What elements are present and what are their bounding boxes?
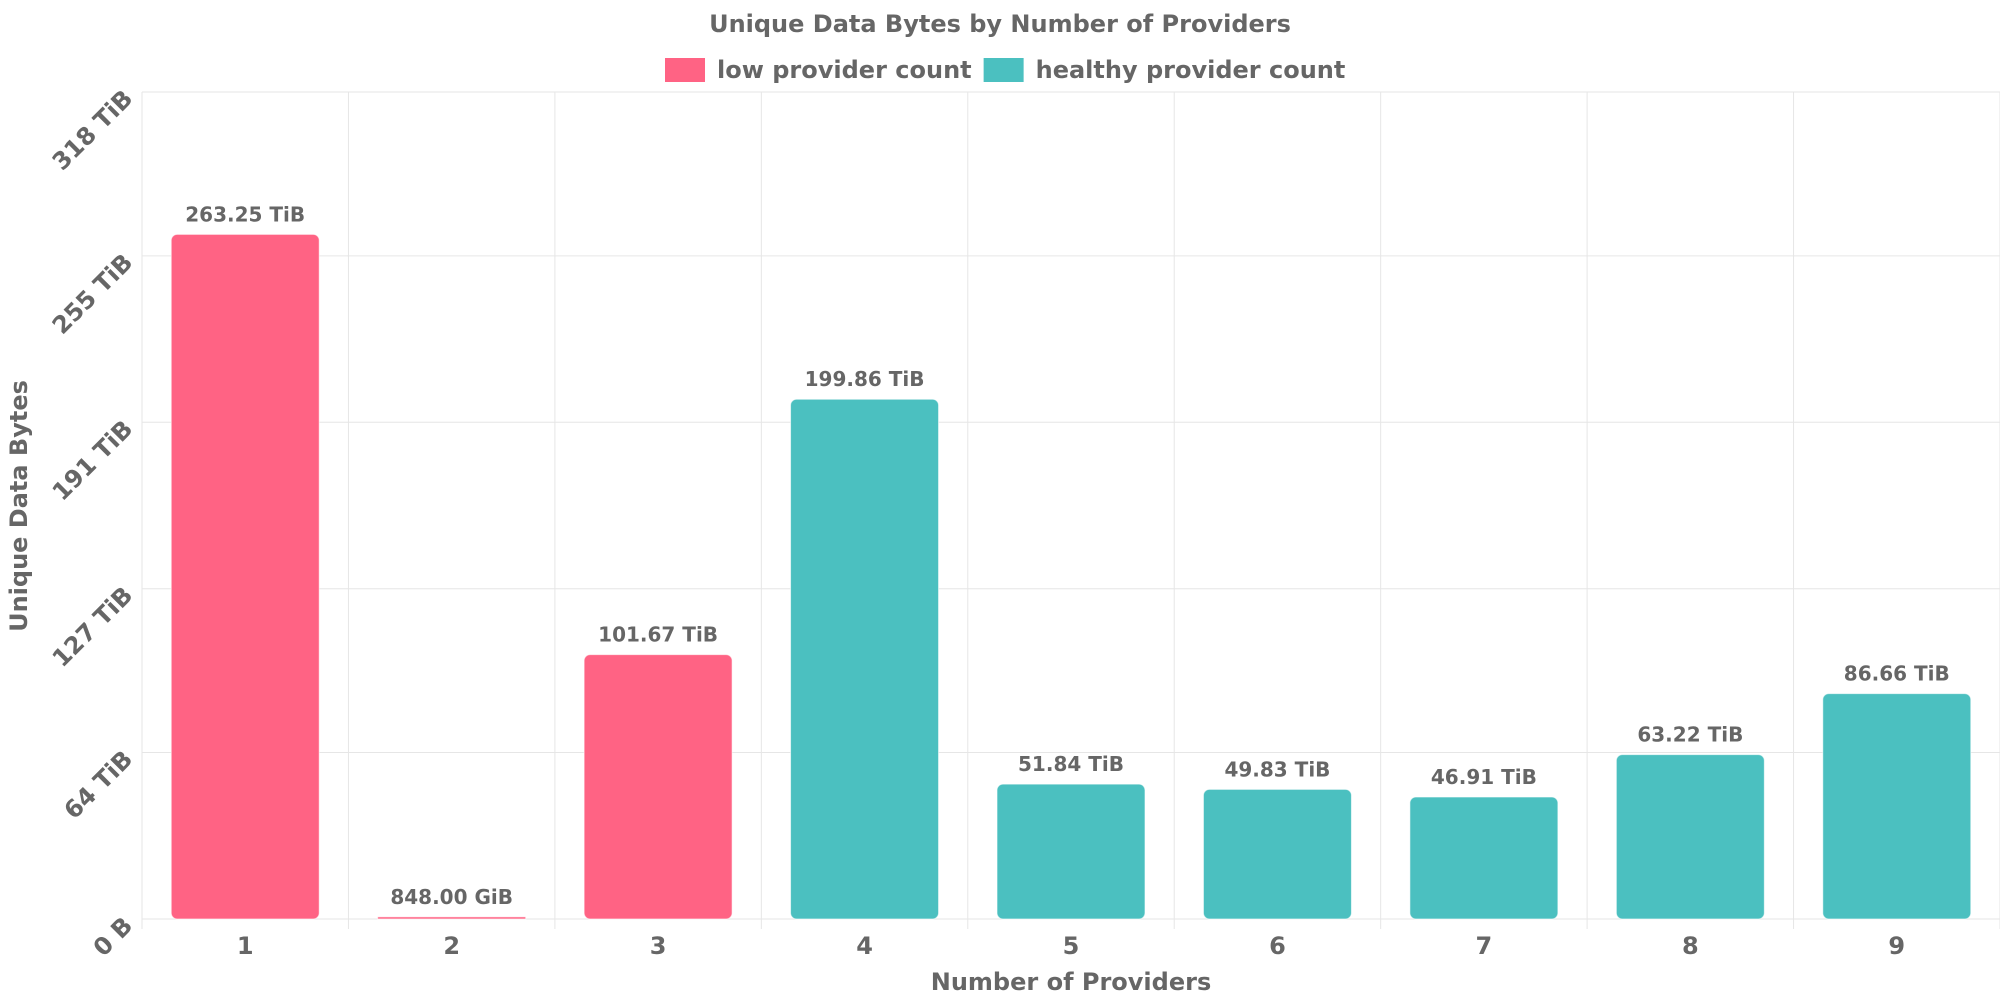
label-layer: 263.25 TiB 1 848.00 GiB 2 101.67 TiB 3 199.86 … <box>185 202 1949 960</box>
bar[interactable] <box>996 783 1146 920</box>
x-tick-label: 9 <box>1888 932 1905 960</box>
y-axis-title: Unique Data Bytes <box>5 380 33 632</box>
bar-value-label: 848.00 GiB <box>390 885 513 909</box>
bar[interactable] <box>1822 693 1972 920</box>
bar[interactable] <box>1202 788 1352 920</box>
bar-value-label: 49.83 TiB <box>1224 757 1330 781</box>
chart-title: Unique Data Bytes by Number of Providers <box>709 10 1291 38</box>
bar-layer <box>170 233 1972 920</box>
legend-swatch <box>983 58 1024 82</box>
x-tick-label: 7 <box>1476 932 1493 960</box>
bar-value-label: 46.91 TiB <box>1431 765 1537 789</box>
legend-swatch <box>665 58 705 82</box>
x-tick-label: 5 <box>1063 932 1080 960</box>
y-tick-label: 127 TiB <box>47 581 138 672</box>
y-tick-label: 318 TiB <box>47 84 138 175</box>
bar-value-label: 101.67 TiB <box>598 623 718 647</box>
x-tick-label: 4 <box>856 932 873 960</box>
y-tick-label: 0 B <box>88 911 138 961</box>
x-tick-label: 6 <box>1269 932 1286 960</box>
bar-value-label: 199.86 TiB <box>805 367 925 391</box>
bar[interactable] <box>1615 754 1765 920</box>
y-tick-label: 64 TiB <box>59 745 139 825</box>
x-tick-label: 1 <box>237 932 254 960</box>
y-tick-label: 191 TiB <box>47 415 138 506</box>
y-tick-label: 255 TiB <box>47 248 138 339</box>
bar-value-label: 263.25 TiB <box>185 202 305 226</box>
x-tick-label: 3 <box>650 932 667 960</box>
legend-label: healthy provider count <box>1036 56 1346 84</box>
x-tick-label: 8 <box>1682 932 1699 960</box>
bar[interactable] <box>583 654 733 920</box>
legend-item-healthy[interactable]: healthy provider count <box>983 56 1346 84</box>
bar-value-label: 63.22 TiB <box>1637 723 1743 747</box>
bar[interactable] <box>790 398 940 920</box>
bar[interactable] <box>170 233 320 920</box>
bar[interactable] <box>1409 796 1559 920</box>
legend-item-low[interactable]: low provider count <box>665 56 972 84</box>
bar-value-label: 86.66 TiB <box>1844 662 1950 686</box>
legend[interactable]: low provider count healthy provider count <box>665 56 1345 84</box>
x-tick-label: 2 <box>443 932 460 960</box>
x-axis-title: Number of Providers <box>931 968 1211 996</box>
legend-label: low provider count <box>717 56 972 84</box>
bar-value-label: 51.84 TiB <box>1018 752 1124 776</box>
bar[interactable] <box>377 916 527 920</box>
